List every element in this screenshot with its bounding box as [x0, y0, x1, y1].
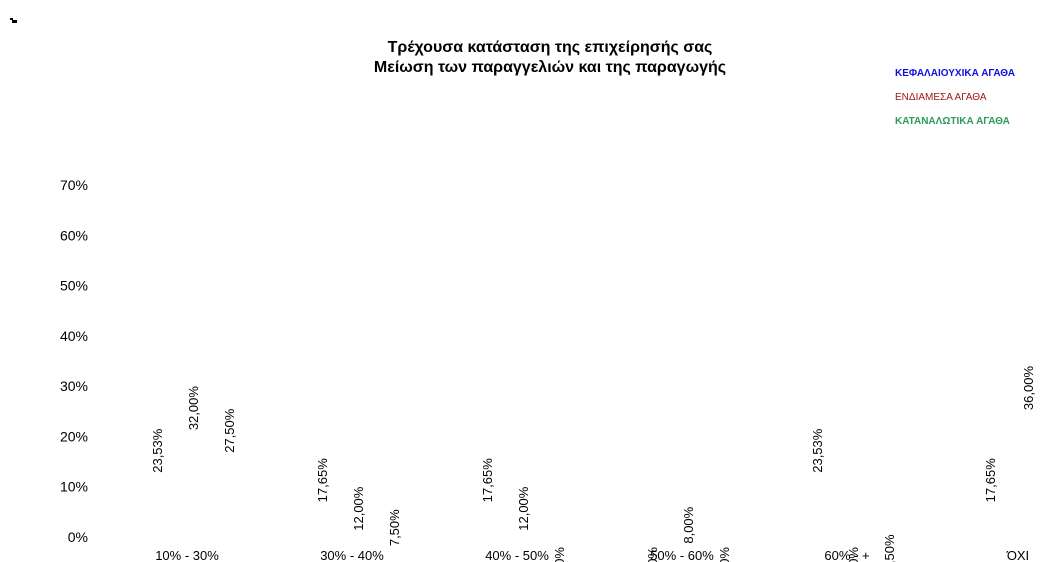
y-tick-label: 60% [60, 227, 88, 243]
y-tick-label: 10% [60, 479, 88, 495]
corner-mark-icon [10, 10, 17, 23]
data-label: 0,00% [717, 547, 732, 562]
y-tick-label: 40% [60, 328, 88, 344]
chart-title-block: Τρέχουσα κατάσταση της επιχείρησής σας Μ… [250, 38, 850, 78]
legend-label: ΚΑΤΑΝΑΛΩΤΙΚΑ ΑΓΑΘΑ [895, 116, 1010, 127]
legend-item-intermediate-goods: ΕΝΔΙΑΜΕΣΑ ΑΓΑΘΑ [895, 86, 1015, 110]
y-tick-label: 50% [60, 278, 88, 294]
x-tick-label: 50% - 60% [650, 548, 714, 562]
data-label: 36,00% [1021, 366, 1036, 411]
chart-subtitle: Μείωση των παραγγελιών και της παραγωγής [373, 59, 727, 76]
y-tick-label: 20% [60, 428, 88, 444]
chart-legend: ΚΕΦΑΛΑΙΟΥΧΙΚΑ ΑΓΑΘΑ ΕΝΔΙΑΜΕΣΑ ΑΓΑΘΑ ΚΑΤΑ… [895, 62, 1015, 134]
data-label: 27,50% [222, 408, 237, 453]
y-tick-label: 70% [60, 177, 88, 193]
data-label: 0,00% [846, 547, 861, 562]
data-label: 17,65% [315, 458, 330, 503]
legend-label: ΕΝΔΙΑΜΕΣΑ ΑΓΑΘΑ [895, 92, 987, 103]
legend-label: ΚΕΦΑΛΑΙΟΥΧΙΚΑ ΑΓΑΘΑ [895, 68, 1016, 79]
chart-title: Τρέχουσα κατάσταση της επιχείρησής σας [387, 39, 713, 56]
x-tick-label: ΌΧΙ [1006, 548, 1029, 562]
data-label: 32,00% [186, 386, 201, 431]
x-tick-label: 60% - + [824, 548, 869, 562]
legend-item-consumer-goods: ΚΑΤΑΝΑΛΩΤΙΚΑ ΑΓΑΘΑ [895, 110, 1015, 134]
data-label: 17,65% [983, 458, 998, 503]
y-tick-label: 30% [60, 378, 88, 394]
data-label: 12,00% [516, 486, 531, 531]
data-label: 8,00% [681, 506, 696, 543]
legend-item-capital-goods: ΚΕΦΑΛΑΙΟΥΧΙΚΑ ΑΓΑΘΑ [895, 62, 1015, 86]
x-tick-label: 30% - 40% [320, 548, 384, 562]
data-label: 0,00% [552, 547, 567, 562]
data-label: 0,00% [645, 547, 660, 562]
data-label: 7,50% [387, 509, 402, 546]
x-tick-label: 10% - 30% [155, 548, 219, 562]
x-tick-label: 40% - 50% [485, 548, 549, 562]
data-label: 23,53% [810, 428, 825, 473]
data-label: 2,50% [882, 534, 897, 562]
data-label: 12,00% [351, 486, 366, 531]
data-label: 23,53% [150, 428, 165, 473]
y-tick-label: 0% [68, 529, 88, 545]
data-label: 17,65% [480, 458, 495, 503]
